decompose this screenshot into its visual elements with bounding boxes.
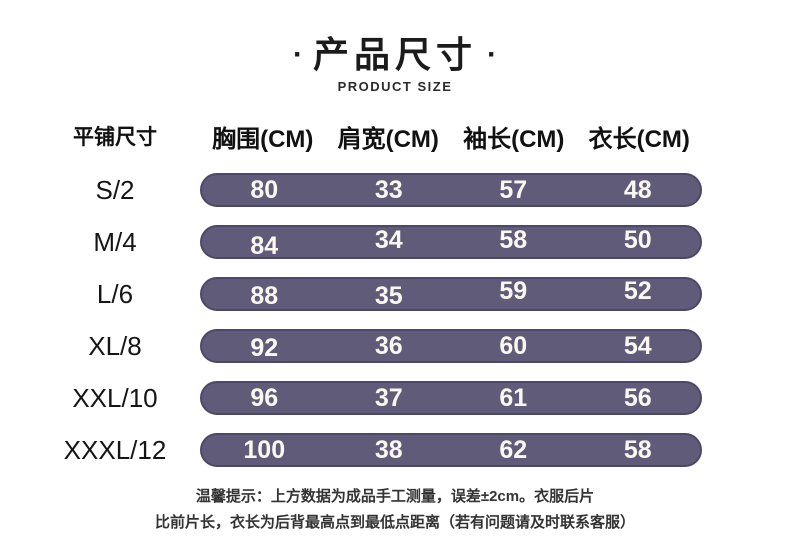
shoulder-value: 33 xyxy=(374,175,403,204)
shoulder-value: 38 xyxy=(374,435,403,464)
table-row: XXXL/12 100 38 62 58 xyxy=(30,424,702,476)
size-label: M/4 xyxy=(93,226,137,257)
length-value: 56 xyxy=(623,383,652,412)
chest-value: 100 xyxy=(243,435,286,464)
disclaimer-line-1: 温馨提示：上方数据为成品手工测量，误差±2cm。衣服后片 xyxy=(195,488,595,505)
measurement-bar: 80 33 57 48 xyxy=(200,173,702,207)
measurement-bar: 88 35 59 52 xyxy=(200,277,702,311)
column-header-sleeve: 袖长(CM) xyxy=(463,125,565,153)
table-header-columns: 胸围(CM) 肩宽(CM) 袖长(CM) 衣长(CM) xyxy=(200,119,702,154)
measurement-bar: 92 36 60 54 xyxy=(200,329,702,363)
chest-value: 96 xyxy=(250,383,279,412)
length-value: 58 xyxy=(623,435,652,464)
measurement-bar: 84 34 58 50 xyxy=(200,225,702,259)
length-value: 54 xyxy=(623,331,652,360)
table-row: M/4 84 34 58 50 xyxy=(30,216,702,268)
column-header-shoulder: 肩宽(CM) xyxy=(337,125,439,153)
size-table: 平铺尺寸 胸围(CM) 肩宽(CM) 袖长(CM) 衣长(CM) S/2 80 … xyxy=(30,120,702,476)
chest-value: 84 xyxy=(250,231,279,260)
table-corner-label: 平铺尺寸 xyxy=(73,126,157,149)
title-left-dot-icon: · xyxy=(292,38,303,71)
page-title-text: 产品尺寸 xyxy=(312,34,477,75)
sleeve-value: 57 xyxy=(499,175,528,204)
shoulder-value: 35 xyxy=(374,281,403,310)
sleeve-value: 59 xyxy=(499,276,528,305)
sleeve-value: 60 xyxy=(499,331,528,360)
shoulder-value: 37 xyxy=(374,383,403,412)
table-row: L/6 88 35 59 52 xyxy=(30,268,702,320)
size-label: L/6 xyxy=(96,278,134,309)
length-value: 50 xyxy=(623,225,652,254)
table-row: S/2 80 33 57 48 xyxy=(30,164,702,216)
chest-value: 88 xyxy=(250,281,279,310)
chest-value: 80 xyxy=(250,175,279,204)
table-rows: S/2 80 33 57 48 M/4 84 34 58 50 L/6 xyxy=(30,164,702,476)
size-label: S/2 xyxy=(95,174,135,205)
sleeve-value: 58 xyxy=(499,225,528,254)
shoulder-value: 36 xyxy=(374,331,403,360)
chest-value: 92 xyxy=(250,333,279,362)
title-right-dot-icon: · xyxy=(487,38,497,71)
size-label: XL/8 xyxy=(88,330,142,361)
measurement-bar: 100 38 62 58 xyxy=(200,433,702,467)
disclaimer-line-2: 比前片长，衣长为后背最高点到最低点距离（若有问题请及时联系客服） xyxy=(154,514,635,531)
column-header-length: 衣长(CM) xyxy=(588,125,690,153)
sleeve-value: 61 xyxy=(499,383,528,412)
length-value: 48 xyxy=(623,175,652,204)
measurement-bar: 96 37 61 56 xyxy=(200,381,702,415)
shoulder-value: 34 xyxy=(374,225,403,254)
size-label: XXL/10 xyxy=(72,382,158,413)
page-subtitle: PRODUCT SIZE xyxy=(337,79,453,94)
table-row: XL/8 92 36 60 54 xyxy=(30,320,702,372)
disclaimer: 温馨提示：上方数据为成品手工测量，误差±2cm。衣服后片 比前片长，衣长为后背最… xyxy=(0,484,790,536)
table-row: XXL/10 96 37 61 56 xyxy=(30,372,702,424)
column-header-chest: 胸围(CM) xyxy=(212,125,314,153)
table-header-row: 平铺尺寸 胸围(CM) 肩宽(CM) 袖长(CM) 衣长(CM) xyxy=(30,119,702,154)
page-title: · 产品尺寸 · xyxy=(0,0,790,76)
length-value: 52 xyxy=(623,276,652,305)
sleeve-value: 62 xyxy=(499,435,528,464)
size-label: XXXL/12 xyxy=(63,434,167,465)
